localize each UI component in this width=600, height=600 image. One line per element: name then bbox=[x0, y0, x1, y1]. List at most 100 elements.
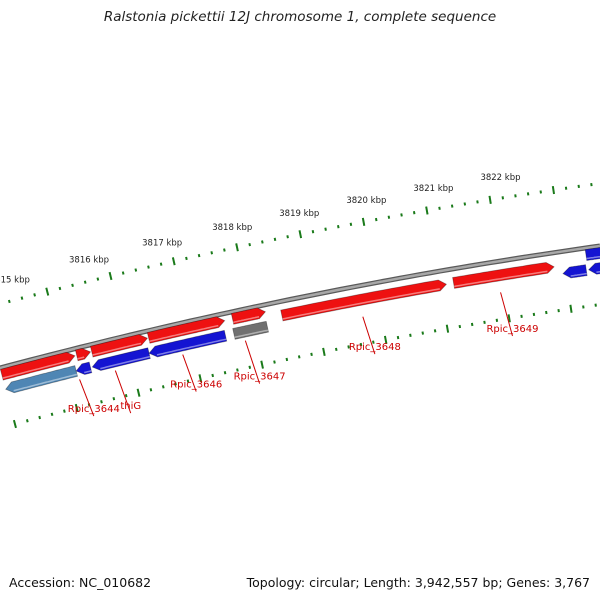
gene-rpic3646-fwd[interactable] bbox=[146, 316, 226, 344]
outer-track-tick bbox=[38, 415, 42, 420]
gene-label[interactable]: Rpic_3649 bbox=[486, 324, 538, 335]
gene-label[interactable]: Rpic_3644 bbox=[68, 404, 120, 415]
outer-track-tick bbox=[223, 371, 227, 375]
gene-rpic3647-fwd[interactable] bbox=[230, 307, 267, 325]
gene-label-leader bbox=[182, 354, 197, 392]
outer-track-tick bbox=[136, 388, 141, 397]
gene-rpic3643-highlight bbox=[13, 373, 78, 392]
outer-track-tick bbox=[433, 329, 437, 333]
gene-rpic3646-rev[interactable] bbox=[148, 329, 228, 358]
inner-track-tick bbox=[134, 268, 138, 272]
inner-track-tick bbox=[58, 286, 62, 291]
gene-rpic3643-fwd[interactable] bbox=[0, 351, 76, 381]
gene-layer bbox=[0, 247, 600, 394]
inner-track-tick bbox=[248, 242, 251, 247]
inner-track-tick bbox=[450, 204, 454, 208]
inner-track-tick bbox=[108, 271, 113, 281]
outer-track-tick bbox=[100, 400, 103, 404]
backbone-line bbox=[0, 244, 600, 370]
outer-track-tick bbox=[396, 335, 400, 340]
gene-rpic3646-rev-highlight bbox=[156, 338, 227, 356]
backbone-layer bbox=[0, 243, 600, 371]
gene-rpic3649[interactable] bbox=[452, 262, 555, 289]
inner-track-tick bbox=[33, 293, 36, 297]
outer-track-tick bbox=[421, 331, 425, 335]
gene-rpic3645-fwd[interactable] bbox=[89, 334, 149, 358]
outer-track-tick bbox=[359, 342, 363, 347]
outer-track-tick bbox=[470, 322, 474, 327]
outer-track-tick bbox=[310, 352, 313, 357]
inner-track-tick bbox=[83, 280, 87, 284]
gene-thig-highlight bbox=[100, 355, 151, 370]
inner-track-tick bbox=[374, 217, 378, 222]
inner-track-tick bbox=[273, 237, 277, 242]
outer-track-tick bbox=[12, 419, 17, 429]
outer-track-tick bbox=[458, 324, 462, 329]
inner-track-tick bbox=[425, 206, 429, 215]
outer-track-tick bbox=[507, 314, 511, 323]
gene-rpic3647-fwd-highlight bbox=[233, 316, 260, 324]
gene-rpic3650-highlight bbox=[570, 272, 587, 277]
gene-rpic3649-highlight bbox=[454, 270, 548, 288]
outer-track-tick bbox=[50, 412, 54, 417]
inner-track-tick bbox=[261, 240, 264, 244]
gene-label[interactable]: thiG bbox=[120, 401, 141, 412]
outer-track-tick bbox=[174, 382, 177, 386]
gene-rpic3652-fwd-highlight bbox=[586, 255, 600, 260]
inner-track-tick bbox=[20, 296, 24, 300]
outer-track-tick bbox=[74, 403, 79, 413]
gene-label-leader bbox=[79, 379, 95, 417]
map-title: Ralstonia pickettii 12J chromosome 1, co… bbox=[103, 9, 497, 25]
gene-rpic3644-fwd[interactable] bbox=[74, 347, 92, 362]
inner-track-tick bbox=[349, 222, 353, 226]
gene-label[interactable]: Rpic_3646 bbox=[170, 380, 222, 391]
inner-track-tick bbox=[71, 283, 74, 287]
outer-track-tick bbox=[112, 397, 116, 401]
scale-label: 3818 kbp bbox=[212, 223, 252, 233]
inner-track-tick bbox=[488, 195, 492, 204]
outer-track-tick bbox=[211, 373, 215, 378]
outer-track-tick bbox=[248, 365, 252, 369]
outer-track-tick bbox=[186, 379, 190, 383]
gene-label[interactable]: Rpic_3647 bbox=[234, 372, 286, 383]
inner-track-tick bbox=[223, 248, 226, 252]
gene-label-leader bbox=[362, 316, 376, 355]
gene-label-leader bbox=[244, 340, 261, 384]
gene-rpic3647-highlight bbox=[234, 329, 269, 339]
inner-track-tick bbox=[210, 251, 214, 255]
outer-track-tick bbox=[236, 368, 239, 372]
outer-track-tick bbox=[409, 333, 412, 337]
scale-label: 3819 kbp bbox=[279, 209, 319, 219]
inner-track-tick bbox=[311, 229, 315, 234]
gene-rpic3644-fwd-highlight bbox=[77, 356, 85, 360]
outer-track-tick bbox=[334, 347, 338, 352]
inner-track-tick bbox=[400, 213, 403, 217]
inner-track-tick bbox=[121, 271, 125, 275]
outer-track-tick bbox=[569, 304, 573, 313]
outer-track-tick bbox=[198, 374, 203, 383]
gene-rpic3644-rev[interactable] bbox=[75, 361, 93, 375]
gene-rpic3650[interactable] bbox=[562, 264, 588, 279]
outer-track-tick bbox=[297, 355, 301, 359]
gene-label[interactable]: Rpic_3648 bbox=[349, 342, 401, 353]
gene-rpic3646-fwd-highlight bbox=[149, 324, 219, 343]
gene-thig[interactable] bbox=[91, 347, 151, 371]
outer-track-tick bbox=[63, 409, 66, 413]
gene-rpic3647[interactable] bbox=[232, 320, 269, 340]
outer-track-tick bbox=[445, 324, 450, 333]
inner-track-tick bbox=[336, 225, 340, 229]
outer-track-tick bbox=[273, 360, 276, 364]
gene-rpic3643[interactable] bbox=[5, 365, 78, 394]
inner-track-tick bbox=[185, 256, 188, 261]
gene-rpic3651[interactable] bbox=[588, 261, 600, 275]
inner-track-tick bbox=[159, 262, 163, 266]
outer-track-tick bbox=[260, 360, 264, 369]
outer-track-tick bbox=[25, 419, 29, 423]
outer-track-tick bbox=[161, 385, 165, 389]
gene-rpic3645-fwd-highlight bbox=[92, 342, 142, 356]
accession-text: Accession: NC_010682 bbox=[9, 575, 152, 590]
gene-rpic3648[interactable] bbox=[280, 279, 448, 322]
inner-track-tick bbox=[361, 217, 366, 227]
gene-rpic3652-fwd[interactable] bbox=[584, 247, 600, 261]
